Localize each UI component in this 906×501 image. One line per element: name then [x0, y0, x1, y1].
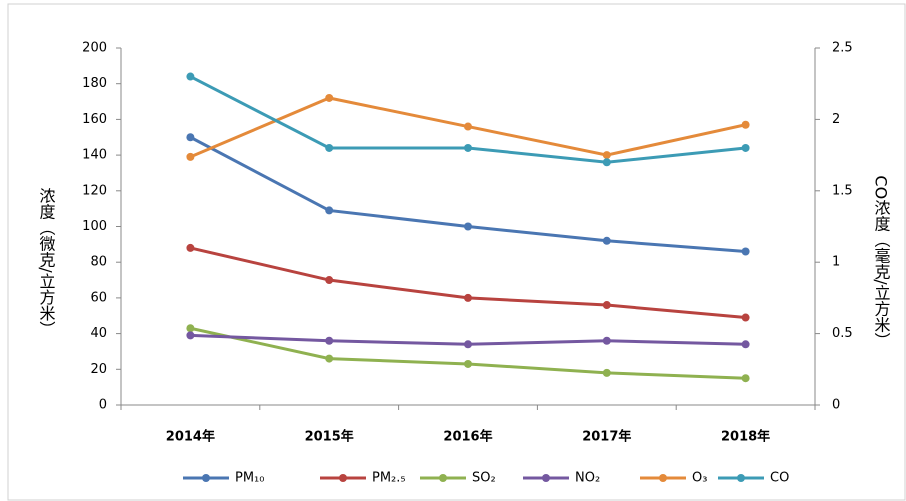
- data-point: [464, 359, 472, 368]
- x-tick-label: 2017年: [582, 429, 631, 445]
- data-point: [741, 340, 750, 349]
- x-tick-label: 2016年: [443, 429, 492, 445]
- y-tick-label: 160: [82, 112, 107, 127]
- y-tick-label: 100: [82, 219, 107, 234]
- legend-marker: [659, 474, 667, 482]
- legend-marker: [202, 474, 210, 482]
- y-tick-label: 80: [90, 255, 107, 270]
- data-point: [464, 340, 472, 349]
- y2-tick-label: 2: [832, 112, 840, 127]
- data-point: [602, 336, 611, 345]
- legend-label: PM₁₀: [235, 471, 264, 486]
- y-tick-label: 20: [90, 362, 107, 377]
- legend-label: PM₂.₅: [372, 471, 406, 486]
- y-tick-label: 40: [90, 326, 107, 341]
- data-point: [325, 276, 334, 285]
- data-point: [741, 374, 750, 383]
- series-line: [189, 135, 746, 253]
- data-point: [186, 331, 195, 340]
- data-point: [741, 313, 750, 322]
- y2-tick-label: 0: [832, 398, 840, 413]
- chart-frame: [7, 3, 906, 501]
- data-point: [464, 293, 472, 302]
- legend-marker: [339, 474, 347, 482]
- data-point: [602, 151, 611, 160]
- series-line: [190, 326, 746, 380]
- legend-label: NO₂: [575, 471, 600, 486]
- data-point: [186, 152, 195, 161]
- y-tick-label: 120: [82, 183, 107, 198]
- y2-tick-label: 2.5: [832, 41, 853, 56]
- data-point: [186, 324, 195, 333]
- data-point: [741, 120, 750, 129]
- data-point: [602, 301, 611, 310]
- y2-tick-label: 0.5: [832, 326, 853, 341]
- legend-marker: [439, 474, 447, 482]
- data-point: [741, 143, 750, 152]
- data-point: [464, 222, 472, 231]
- y-tick-label: 0: [99, 398, 107, 413]
- data-point: [602, 236, 611, 245]
- legend-marker: [542, 474, 550, 482]
- data-point: [186, 72, 195, 81]
- data-point: [602, 158, 611, 167]
- x-tick-label: 2018年: [721, 429, 770, 445]
- data-point: [186, 133, 195, 142]
- data-point: [741, 247, 750, 256]
- legend-label: O₃: [692, 471, 707, 486]
- y-axis-label: 浓度（微克/立方米）: [37, 187, 56, 336]
- data-point: [325, 336, 334, 345]
- data-point: [325, 143, 334, 152]
- x-tick-label: 2014年: [166, 429, 215, 445]
- y2-tick-label: 1.5: [832, 183, 853, 198]
- y-tick-label: 140: [82, 148, 107, 163]
- y-tick-label: 60: [90, 290, 107, 305]
- x-tick-label: 2015年: [305, 429, 354, 445]
- data-point: [325, 93, 334, 102]
- data-point: [325, 206, 334, 215]
- y2-axis-label: CO浓度（毫克/立方米）: [872, 175, 891, 348]
- data-point: [602, 368, 611, 377]
- series-line: [190, 246, 746, 320]
- y-tick-label: 180: [82, 76, 107, 91]
- data-point: [464, 122, 472, 131]
- legend-label: SO₂: [472, 471, 496, 486]
- data-point: [186, 243, 195, 252]
- y2-tick-label: 1: [832, 255, 840, 270]
- data-point: [325, 354, 334, 363]
- legend-label: CO: [770, 471, 789, 486]
- y-tick-label: 200: [82, 41, 107, 56]
- data-point: [464, 143, 472, 152]
- legend-marker: [737, 474, 745, 482]
